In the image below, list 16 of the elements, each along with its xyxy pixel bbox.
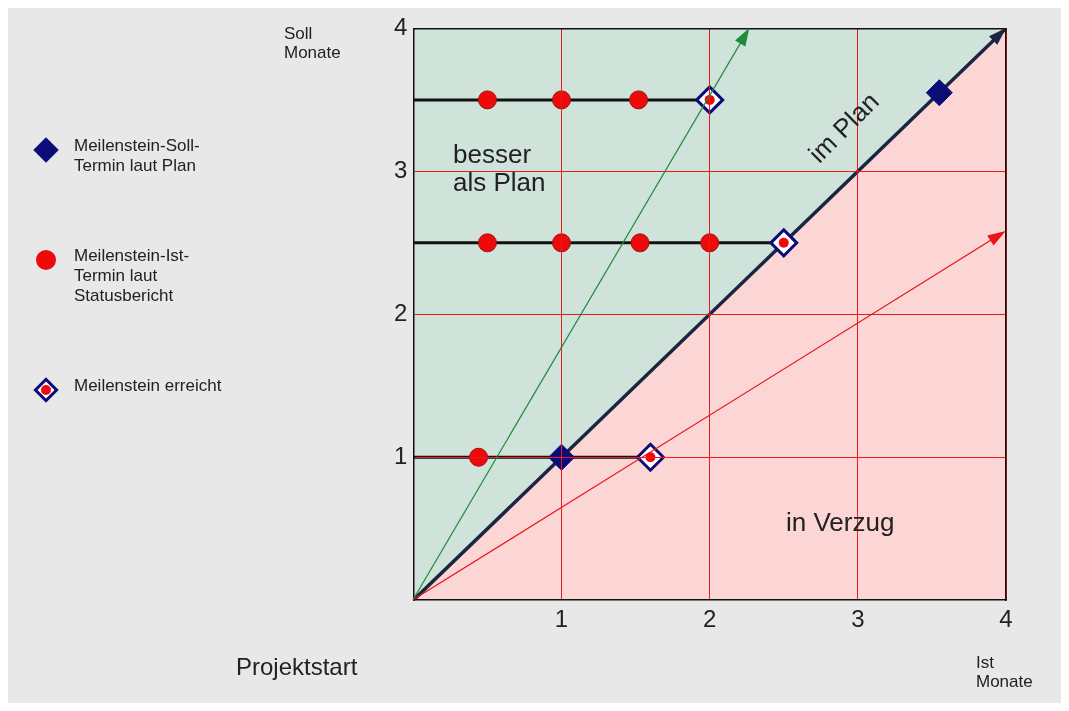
legend-label: Meilenstein-Ist-Termin laut Statusbericht xyxy=(74,246,191,306)
annotation: besser als Plan xyxy=(453,139,547,197)
text: Projektstart xyxy=(236,653,359,680)
x-axis-title: Ist Monate xyxy=(976,653,1034,691)
y-tick-label: 1 xyxy=(393,441,408,469)
y-tick-label: 4 xyxy=(393,13,408,41)
annotation: im Plan xyxy=(802,85,886,169)
x-tick-label: 2 xyxy=(702,605,717,633)
x-tick-label: 4 xyxy=(999,605,1013,633)
y-axis-title: Soll Monate xyxy=(284,24,342,62)
x-tick-label: 1 xyxy=(554,605,569,633)
y-tick-label: 3 xyxy=(393,155,408,183)
y-tick-label: 2 xyxy=(393,298,408,326)
x-tick-label: 3 xyxy=(851,605,865,633)
legend-label: Meilenstein erreicht xyxy=(74,376,223,396)
legend-label: Meilenstein-Soll-Termin laut Plan xyxy=(74,136,201,176)
